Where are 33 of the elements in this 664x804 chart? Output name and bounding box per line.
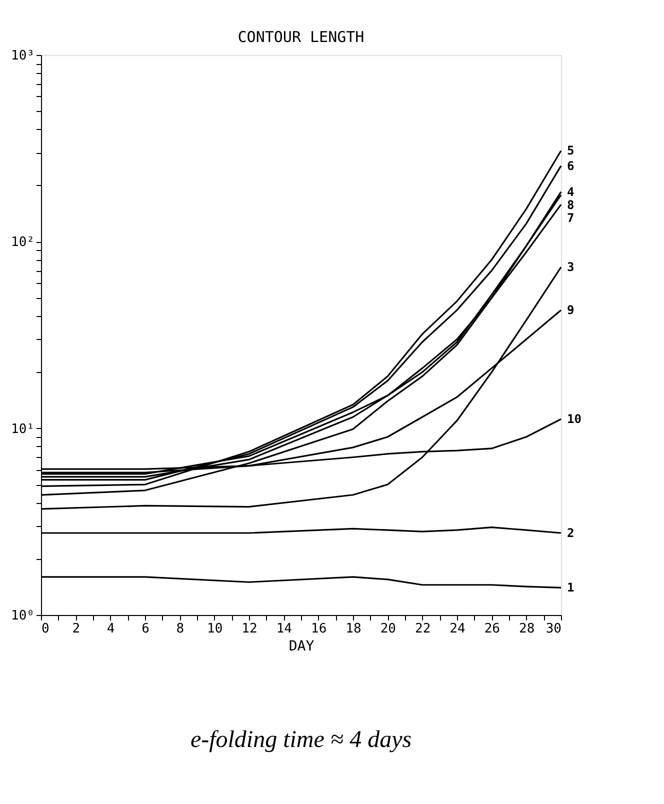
series-label: 5 (567, 144, 574, 158)
x-tick-label: 16 (311, 622, 327, 636)
x-tick-label: 28 (519, 622, 535, 636)
x-tick-label: 14 (276, 622, 292, 636)
x-tick-label: 22 (415, 622, 431, 636)
series-label: 8 (567, 198, 574, 212)
text: e-folding time ≈ 4 days (190, 727, 412, 753)
series-label: 6 (567, 158, 574, 173)
series-label: 1 (567, 580, 574, 595)
x-tick-label: 6 (142, 622, 150, 636)
x-tick-label: 2 (72, 622, 80, 636)
x-tick-label: 8 (176, 622, 184, 636)
y-tick-label: 10² (11, 235, 34, 250)
x-tick-label: 0 (42, 622, 50, 636)
x-tick-label: 12 (242, 622, 258, 636)
series-label: 10 (567, 412, 582, 426)
x-tick-label: 26 (484, 622, 500, 636)
series-label: 4 (567, 184, 574, 199)
x-tick-label: 24 (450, 622, 466, 636)
x-tick-label: 30 (546, 622, 562, 636)
x-tick-label: 4 (106, 622, 115, 636)
y-tick-label: 10⁰ (11, 608, 34, 624)
chart-title: CONTOUR LENGTH (238, 28, 364, 46)
series-label: 9 (567, 303, 574, 318)
y-tick-label: 10¹ (11, 422, 34, 437)
x-tick-label: 10 (207, 622, 223, 636)
x-tick-label: 18 (346, 622, 362, 636)
series-label: 2 (567, 526, 574, 540)
series-label: 3 (567, 260, 574, 274)
y-tick-label: 10³ (11, 48, 34, 64)
x-tick-label: 20 (380, 622, 396, 636)
series-label: 7 (567, 210, 574, 225)
x-axis-title: DAY (288, 638, 315, 654)
